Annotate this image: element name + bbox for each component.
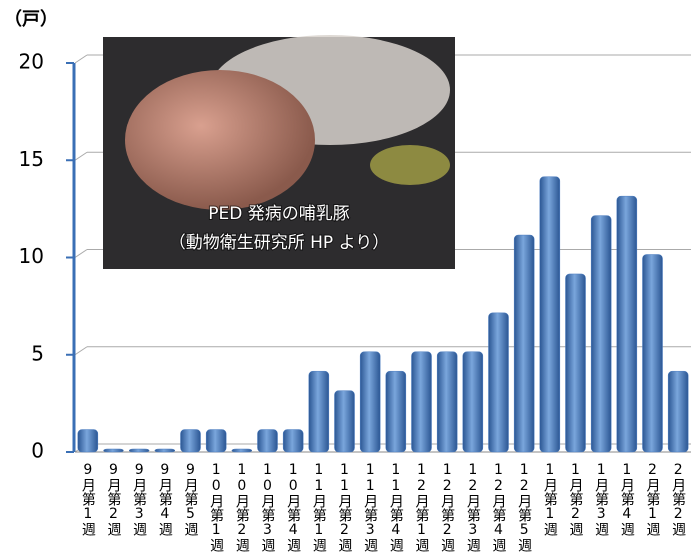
x-tick-label: 10月第3週 [260,462,276,553]
y-tick-label: 5 [31,341,44,365]
y-tick-label: 15 [19,147,44,171]
bar [205,429,227,453]
x-tick-label: 11月第4週 [388,462,404,553]
y-tick-label: 20 [19,50,44,74]
x-tick-label: 1月第4週 [619,462,635,537]
x-tick-label: 10月第1週 [208,462,224,553]
bar [590,215,612,453]
x-tick-label: 11月第1週 [311,462,327,553]
x-tick-label: 1月第3週 [593,462,609,537]
y-axis-label: （戸） [4,9,58,30]
photo-caption: （動物衛生研究所 HP より） [169,233,390,253]
grid-line [74,249,88,258]
photo-caption: PED 発病の哺乳豚 [208,204,350,224]
x-tick-label: 9月第3週 [131,462,147,537]
bar [642,254,663,453]
bar [616,195,638,453]
bar [385,370,407,453]
bar [180,429,201,453]
x-tick-label: 12月第1週 [414,462,430,553]
stain [370,145,450,185]
x-tick-label: 12月第2週 [439,462,455,553]
bar [308,370,330,453]
x-tick-label: 9月第4週 [157,462,173,537]
bar [282,429,304,453]
bar [539,176,561,453]
x-tick-label: 2月第2週 [670,462,686,537]
bar [231,448,253,453]
piglet [125,70,315,210]
x-tick-label: 9月第5週 [183,462,199,537]
y-tick-label: 0 [31,439,44,463]
x-tick-label: 12月第4週 [491,462,507,553]
grid-line [74,54,88,64]
x-tick-label: 10月第4週 [285,462,301,553]
bar [103,448,124,453]
bar [411,351,432,453]
x-tick-label: 1月第2週 [568,462,584,537]
bar [359,351,381,453]
bar [513,234,535,453]
bar [488,312,509,453]
x-tick-label: 9月第1週 [80,462,96,537]
bar [436,351,458,453]
bar [128,448,150,453]
bar [257,429,278,453]
bar [334,390,355,453]
x-tick-label: 9月第2週 [106,462,122,537]
photo: PED 発病の哺乳豚 （動物衛生研究所 HP より） [103,35,455,269]
x-tick-label: 1月第1週 [542,462,558,537]
x-tick-label: 10月第2週 [234,462,250,553]
bar [462,351,484,453]
y-tick-label: 10 [19,244,44,268]
bar [565,273,586,453]
x-tick-label: 12月第3週 [465,462,481,553]
x-tick-label: 11月第2週 [337,462,353,553]
x-tick-label: 2月第1週 [645,462,661,537]
bar [77,429,99,453]
x-tick-label: 11月第3週 [362,462,378,553]
bar [154,448,176,453]
grid-line [74,346,88,356]
bar [667,370,689,453]
x-tick-label: 12月第5週 [516,462,532,553]
grid-line [74,151,88,161]
